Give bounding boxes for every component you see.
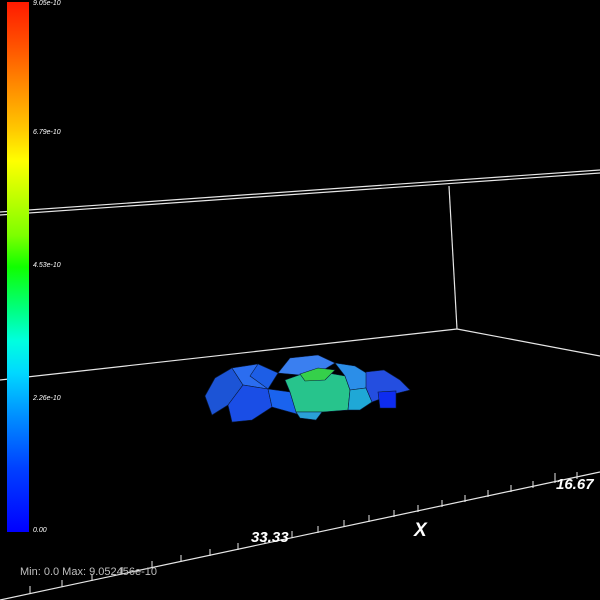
- x-axis-ticks: [29, 472, 578, 594]
- isosurface: [204, 354, 411, 423]
- min-max-readout: Min: 0.0 Max: 9.052456e-10: [20, 566, 157, 578]
- colorbar-tick-4: 2.26e-10: [33, 395, 61, 402]
- x-axis-tick-33: 33.33: [251, 529, 289, 546]
- colorbar-tick-2: 6.79e-10: [33, 129, 61, 136]
- bounding-box: [0, 169, 600, 600]
- colorbar-tick-min: 0.00: [33, 527, 47, 534]
- colorbar-gradient: [7, 2, 29, 532]
- x-axis-tick-16: 16.67: [556, 476, 594, 493]
- colorbar-tick-max: 9.05e-10: [33, 0, 61, 7]
- colorbar-tick-3: 4.53e-10: [33, 262, 61, 269]
- x-axis-title: X: [414, 520, 427, 541]
